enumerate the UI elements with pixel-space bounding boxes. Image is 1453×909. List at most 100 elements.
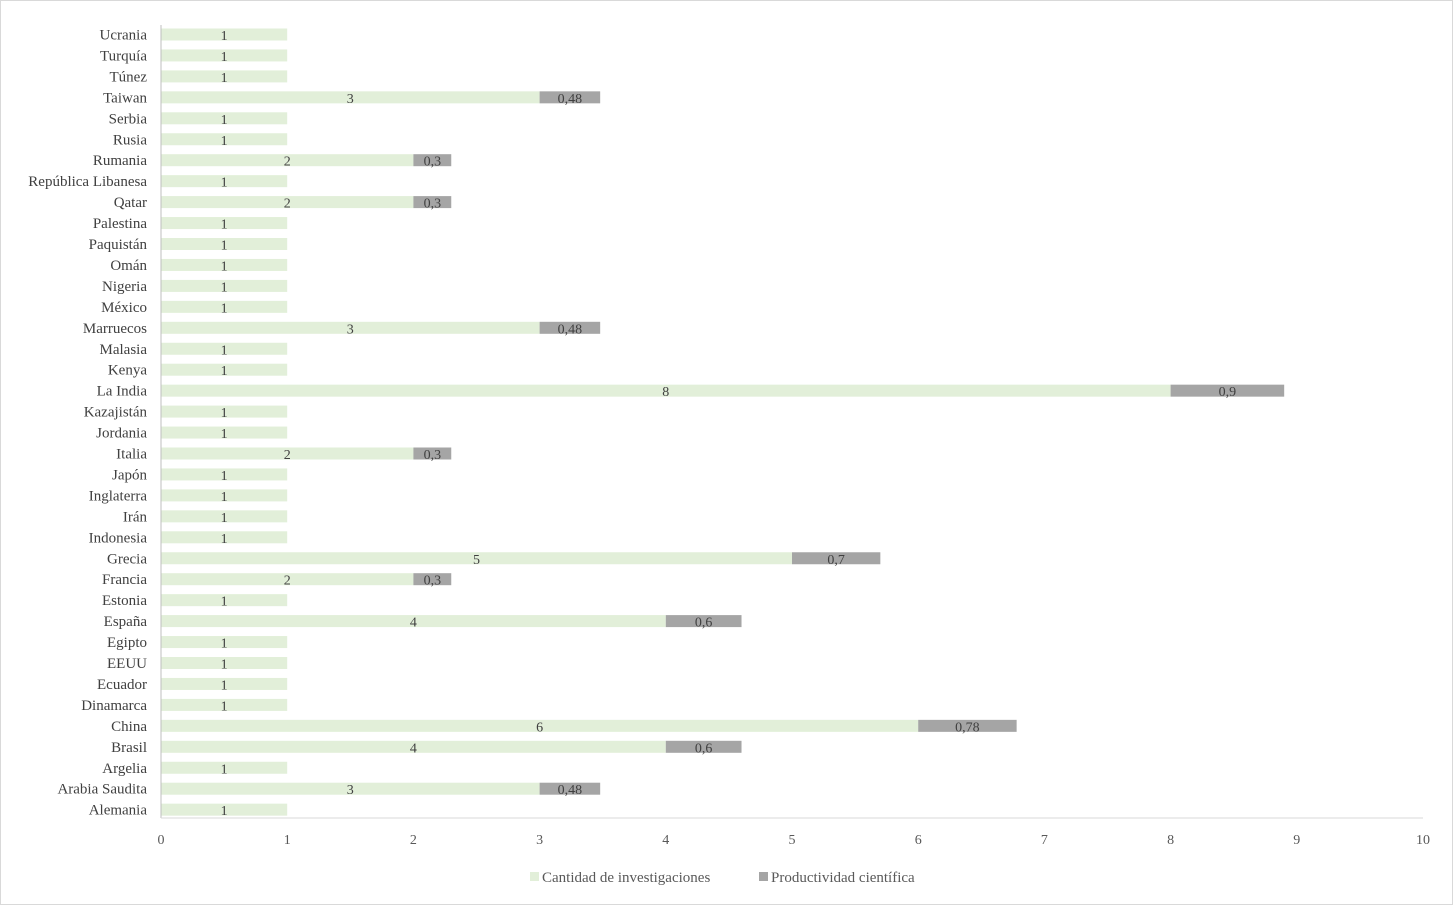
- data-label-productividad-taiwan: 0,48: [558, 92, 583, 107]
- x-tick-label-6: 6: [915, 833, 922, 848]
- category-label-rusia: Rusia: [113, 132, 148, 148]
- data-label-investigaciones-rusia: 1: [221, 134, 228, 149]
- data-label-investigaciones-palestina: 1: [221, 218, 228, 233]
- data-label-investigaciones-turquia: 1: [221, 50, 228, 65]
- x-tick-label-0: 0: [158, 833, 165, 848]
- category-label-indonesia: Indonesia: [89, 530, 148, 546]
- data-label-investigaciones-espana: 4: [410, 616, 417, 631]
- category-label-paquistan: Paquistán: [89, 237, 148, 253]
- bar-investigaciones-kazajistan: [161, 405, 288, 418]
- bar-productividad-la-india: [1170, 384, 1285, 397]
- data-label-investigaciones-ucrania: 1: [221, 29, 228, 44]
- category-label-dinamarca: Dinamarca: [81, 698, 147, 714]
- data-label-productividad-espana: 0,6: [695, 616, 713, 631]
- bar-investigaciones-tunez: [161, 70, 288, 83]
- category-label-arabia-saudita: Arabia Saudita: [57, 782, 147, 798]
- data-labels-layer: 1 3 0,48 1 4 0,6 6 0,78 1 1 1 1 4 0,6 1 2 0,3 5 0,7 1 1 1 1 2 0,…: [221, 29, 1237, 819]
- bar-investigaciones-ecuador: [161, 677, 288, 690]
- bar-productividad-rumania: [413, 154, 452, 167]
- data-label-investigaciones-indonesia: 1: [221, 532, 228, 547]
- data-label-investigaciones-brasil: 4: [410, 741, 417, 756]
- bar-productividad-brasil: [665, 740, 742, 753]
- data-label-productividad-italia: 0,3: [424, 448, 442, 463]
- category-label-china: China: [111, 719, 147, 735]
- bar-productividad-espana: [665, 615, 742, 628]
- x-tick-label-7: 7: [1041, 833, 1048, 848]
- bar-investigaciones-marruecos: [161, 321, 540, 334]
- data-label-investigaciones-malasia: 1: [221, 343, 228, 358]
- bar-productividad-francia: [413, 573, 452, 586]
- category-label-eeuu: EEUU: [107, 656, 147, 672]
- bar-investigaciones-argelia: [161, 761, 288, 774]
- bar-investigaciones-la-india: [161, 384, 1171, 397]
- bar-investigaciones-dinamarca: [161, 698, 288, 711]
- x-tick-label-10: 10: [1416, 833, 1430, 848]
- bar-investigaciones-alemania: [161, 803, 288, 816]
- bar-investigaciones-espana: [161, 615, 666, 628]
- data-label-productividad-qatar: 0,3: [424, 197, 442, 212]
- category-label-kenya: Kenya: [108, 363, 147, 379]
- data-label-investigaciones-eeuu: 1: [221, 658, 228, 673]
- category-label-taiwan: Taiwan: [103, 90, 147, 106]
- data-label-productividad-la-india: 0,9: [1219, 385, 1237, 400]
- category-label-egipto: Egipto: [107, 635, 147, 651]
- category-label-republica-libanesa: República Libanesa: [28, 174, 147, 190]
- bar-investigaciones-arabia-saudita: [161, 782, 540, 795]
- data-label-investigaciones-egipto: 1: [221, 637, 228, 652]
- bar-investigaciones-palestina: [161, 217, 288, 230]
- category-label-oman: Omán: [110, 258, 147, 274]
- data-label-investigaciones-grecia: 5: [473, 553, 480, 568]
- bar-investigaciones-republica-libanesa: [161, 175, 288, 188]
- data-label-investigaciones-kazajistan: 1: [221, 406, 228, 421]
- data-label-productividad-rumania: 0,3: [424, 155, 442, 170]
- category-label-marruecos: Marruecos: [83, 321, 147, 337]
- category-label-ucrania: Ucrania: [100, 28, 148, 44]
- data-label-productividad-francia: 0,3: [424, 574, 442, 589]
- category-label-palestina: Palestina: [93, 216, 147, 232]
- bar-investigaciones-japon: [161, 468, 288, 481]
- bar-productividad-arabia-saudita: [539, 782, 601, 795]
- category-label-jordania: Jordania: [96, 426, 147, 442]
- data-label-investigaciones-iran: 1: [221, 511, 228, 526]
- bar-investigaciones-francia: [161, 573, 414, 586]
- data-label-investigaciones-estonia: 1: [221, 595, 228, 610]
- x-tick-label-3: 3: [536, 833, 543, 848]
- category-label-grecia: Grecia: [107, 551, 147, 567]
- bar-productividad-grecia: [792, 552, 881, 565]
- category-label-iran: Irán: [123, 509, 148, 525]
- bar-investigaciones-egipto: [161, 636, 288, 649]
- data-label-investigaciones-dinamarca: 1: [221, 699, 228, 714]
- data-label-investigaciones-italia: 2: [284, 448, 291, 463]
- bar-investigaciones-jordania: [161, 426, 288, 439]
- bar-investigaciones-iran: [161, 510, 288, 523]
- category-label-brasil: Brasil: [111, 740, 147, 756]
- x-tick-label-1: 1: [284, 833, 291, 848]
- bar-investigaciones-nigeria: [161, 279, 288, 292]
- data-label-investigaciones-republica-libanesa: 1: [221, 176, 228, 191]
- bar-productividad-china: [918, 719, 1017, 732]
- bar-productividad-taiwan: [539, 91, 601, 104]
- bar-investigaciones-italia: [161, 447, 414, 460]
- bar-productividad-qatar: [413, 196, 452, 209]
- x-tick-label-8: 8: [1167, 833, 1174, 848]
- bar-investigaciones-grecia: [161, 552, 792, 565]
- data-label-productividad-grecia: 0,7: [827, 553, 845, 568]
- x-axis-ticks: 0 1 2 3 4 5 6 7 8 9 10: [158, 833, 1431, 848]
- x-tick-label-5: 5: [789, 833, 796, 848]
- data-label-investigaciones-qatar: 2: [284, 197, 291, 212]
- category-label-francia: Francia: [102, 572, 147, 588]
- data-label-investigaciones-arabia-saudita: 3: [347, 783, 354, 798]
- data-label-investigaciones-jordania: 1: [221, 427, 228, 442]
- bar-investigaciones-inglaterra: [161, 489, 288, 502]
- data-label-investigaciones-ecuador: 1: [221, 678, 228, 693]
- legend-swatch-investigaciones: [530, 872, 539, 881]
- data-label-investigaciones-mexico: 1: [221, 301, 228, 316]
- legend: Cantidad de investigaciones Productividad…: [530, 870, 915, 886]
- bar-productividad-marruecos: [539, 321, 601, 334]
- data-label-investigaciones-marruecos: 3: [347, 322, 354, 337]
- bar-investigaciones-malasia: [161, 342, 288, 355]
- data-label-investigaciones-china: 6: [536, 720, 543, 735]
- category-label-nigeria: Nigeria: [102, 279, 147, 295]
